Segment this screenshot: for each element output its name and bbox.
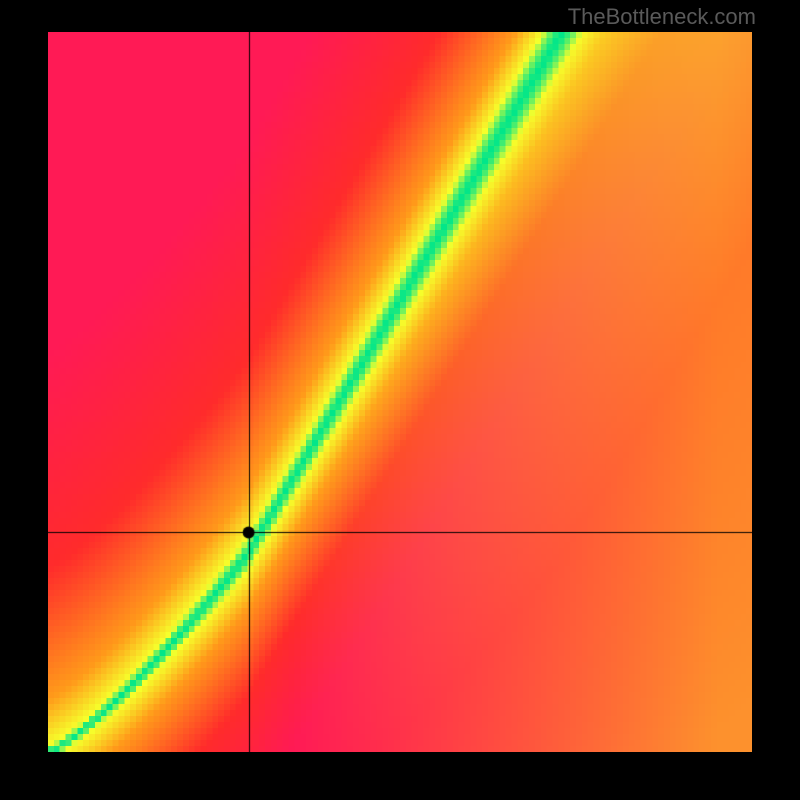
watermark-text: TheBottleneck.com xyxy=(568,4,756,30)
crosshair-overlay xyxy=(48,32,752,752)
